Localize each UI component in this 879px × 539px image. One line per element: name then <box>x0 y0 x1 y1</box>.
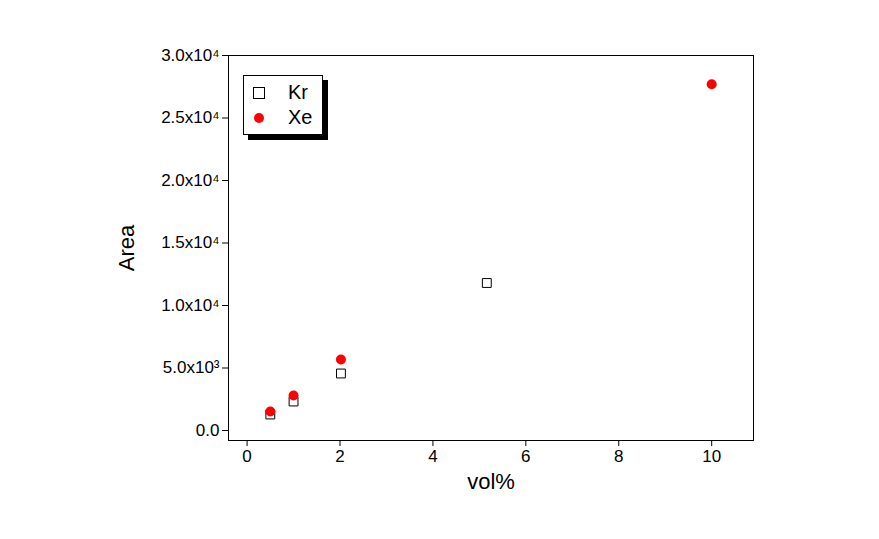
svg-text:0: 0 <box>242 447 251 466</box>
svg-text:4: 4 <box>428 447 437 466</box>
svg-text:2.5x10⁴: 2.5x10⁴ <box>161 108 219 127</box>
svg-text:2.0x10⁴: 2.0x10⁴ <box>161 171 219 190</box>
svg-text:0.0: 0.0 <box>196 421 220 440</box>
svg-text:Area: Area <box>114 224 139 271</box>
svg-text:6: 6 <box>521 447 530 466</box>
svg-text:3.0x10⁴: 3.0x10⁴ <box>161 46 219 65</box>
svg-text:vol%: vol% <box>467 469 515 494</box>
html-text:Xe: Xe <box>288 106 313 128</box>
html-text:Kr: Kr <box>288 81 308 103</box>
svg-text:2: 2 <box>335 447 344 466</box>
svg-text:1.0x10⁴: 1.0x10⁴ <box>161 296 219 315</box>
svg-text:10: 10 <box>702 447 721 466</box>
svg-text:5.0x10³: 5.0x10³ <box>163 358 220 377</box>
svg-text:1.5x10⁴: 1.5x10⁴ <box>161 233 219 252</box>
svg-text:8: 8 <box>614 447 623 466</box>
